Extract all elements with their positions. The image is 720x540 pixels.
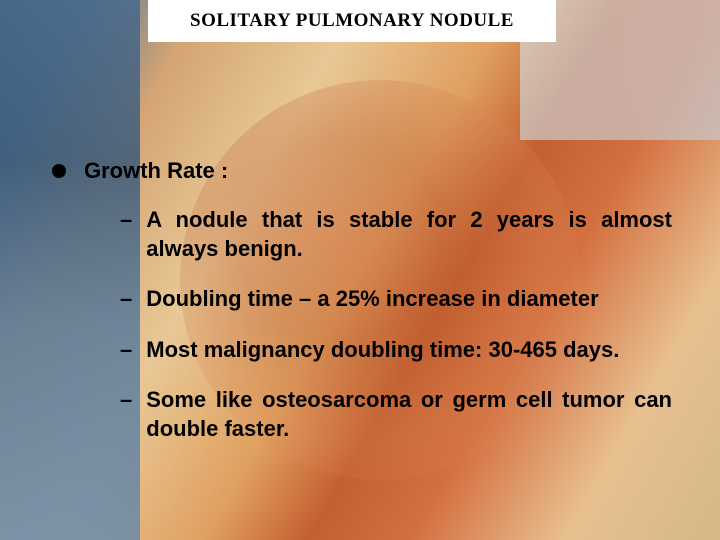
title-container: SOLITARY PULMONARY NODULE [148,0,556,42]
sub-item-text: Most malignancy doubling time: 30-465 da… [146,336,619,365]
bullet-icon [52,164,66,178]
dash-icon: – [120,207,132,233]
dash-icon: – [120,286,132,312]
dash-icon: – [120,337,132,363]
sub-bullet-list: – A nodule that is stable for 2 years is… [120,206,672,444]
main-heading: Growth Rate : [84,158,228,184]
sub-item-text: A nodule that is stable for 2 years is a… [146,206,672,263]
list-item: – A nodule that is stable for 2 years is… [120,206,672,263]
main-bullet-row: Growth Rate : [52,158,672,184]
content-area: Growth Rate : – A nodule that is stable … [52,158,672,466]
list-item: – Doubling time – a 25% increase in diam… [120,285,672,314]
list-item: – Some like osteosarcoma or germ cell tu… [120,386,672,443]
list-item: – Most malignancy doubling time: 30-465 … [120,336,672,365]
dash-icon: – [120,387,132,413]
slide-title: SOLITARY PULMONARY NODULE [190,10,514,32]
sub-item-text: Doubling time – a 25% increase in diamet… [146,285,598,314]
sub-item-text: Some like osteosarcoma or germ cell tumo… [146,386,672,443]
